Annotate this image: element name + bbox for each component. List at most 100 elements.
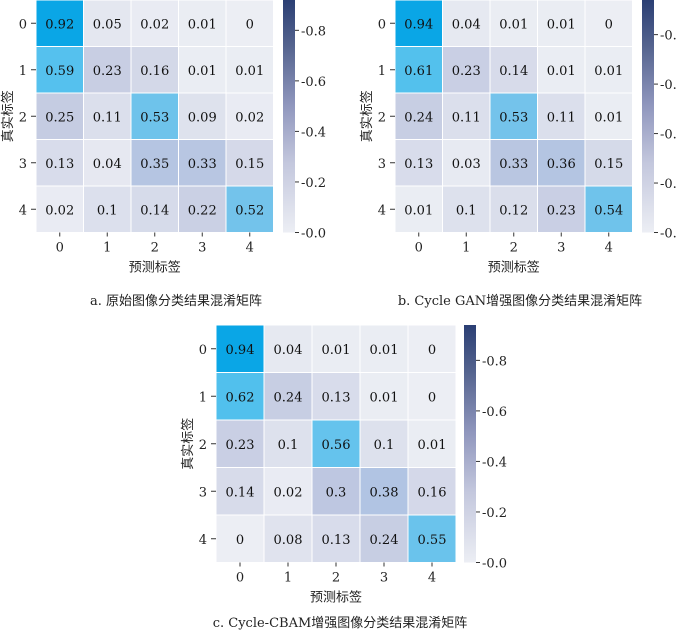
heatmap-a-value-2-3: 0.09 xyxy=(188,110,217,125)
heatmap-a-value-0-3: 0.01 xyxy=(188,17,217,32)
heatmap-c-ytick-label-3: 3 xyxy=(199,485,207,500)
heatmap-a-svg: 0.92 0.05 0.02 0.01 0 0.59 0.23 0.16 0.01 0.01 0.2… xyxy=(0,0,326,276)
heatmap-b-cell-3-1 xyxy=(442,139,491,187)
heatmap-b-cell-4-3 xyxy=(537,185,586,233)
heatmap-b-value-4-2: 0.12 xyxy=(499,203,528,218)
heatmap-a-value-4-0: 0.02 xyxy=(45,203,74,218)
colorbar-b-tick-label-4: -0.8 xyxy=(660,29,677,44)
heatmap-b-ytick-label-0: 0 xyxy=(378,17,386,32)
heatmap-a-xtick-label-0: 0 xyxy=(56,241,64,256)
heatmap-b-value-3-1: 0.03 xyxy=(452,157,481,172)
heatmap-c-xtick-label-0: 0 xyxy=(236,571,244,586)
heatmap-c-cell-2-1 xyxy=(263,419,313,468)
heatmap-a-value-4-1: 0.1 xyxy=(97,203,118,218)
heatmap-b-value-2-1: 0.11 xyxy=(452,110,481,125)
heatmap-b-xtick-label-2: 2 xyxy=(510,241,518,256)
heatmap-a-value-3-2: 0.35 xyxy=(140,157,169,172)
colorbar-c-tick-label-2: -0.4 xyxy=(482,455,507,470)
heatmap-b-cell-3-4 xyxy=(584,139,633,187)
heatmap-b-value-1-3: 0.01 xyxy=(547,64,576,79)
heatmap-c-value-3-4: 0.16 xyxy=(418,485,447,500)
heatmap-a-cell-2-4 xyxy=(225,92,274,140)
heatmap-a-xtick-label-4: 4 xyxy=(246,241,254,256)
heatmap-b-value-1-0: 0.61 xyxy=(404,64,433,79)
heatmap-b-value-4-4: 0.54 xyxy=(594,203,623,218)
colorbar-a-tick-label-0: -0.0 xyxy=(301,227,326,242)
heatmap-c-value-2-4: 0.01 xyxy=(418,438,447,453)
confusion-matrix-panel-c: 0.94 0.04 0.01 0.01 0 0.62 0.24 0.13 0.01 0 0.23 0.… xyxy=(170,318,510,608)
colorbar-c xyxy=(464,325,476,563)
heatmap-b-value-3-4: 0.15 xyxy=(594,157,623,172)
heatmap-c-value-1-2: 0.13 xyxy=(322,390,351,405)
heatmap-a-cell-3-3 xyxy=(178,139,227,187)
heatmap-c-cell-2-3 xyxy=(359,419,409,468)
heatmap-c-cell-4-4 xyxy=(407,514,457,563)
heatmap-b-cell-3-3 xyxy=(537,139,586,187)
heatmap-a-cell-2-2 xyxy=(130,92,179,140)
heatmap-b-xtick-label-4: 4 xyxy=(605,241,613,256)
heatmap-c-xtick-label-2: 2 xyxy=(332,571,340,586)
heatmap-c-value-4-0: 0 xyxy=(236,533,244,548)
heatmap-a-value-1-2: 0.16 xyxy=(140,64,169,79)
heatmap-a-ytick-label-1: 1 xyxy=(19,64,27,79)
heatmap-c-value-1-3: 0.01 xyxy=(370,390,399,405)
heatmap-c-value-4-4: 0.55 xyxy=(418,533,447,548)
heatmap-b-cell-3-2 xyxy=(489,139,538,187)
caption-c: c. Cycle-CBAM增强图像分类结果混淆矩阵 xyxy=(212,616,468,631)
heatmap-a-cell-0-1 xyxy=(83,0,132,47)
heatmap-c-xlabel: 预测标签 xyxy=(310,590,362,606)
heatmap-c-cell-4-3 xyxy=(359,514,409,563)
colorbar-c-tick-label-0: -0.0 xyxy=(482,557,507,572)
confusion-matrix-panel-a: 0.92 0.05 0.02 0.01 0 0.59 0.23 0.16 0.01 0.01 0.2… xyxy=(0,0,340,280)
heatmap-b-value-2-2: 0.53 xyxy=(499,110,528,125)
heatmap-c-value-1-1: 0.24 xyxy=(274,390,303,405)
heatmap-a-value-2-2: 0.53 xyxy=(140,110,169,125)
heatmap-c-ytick-label-1: 1 xyxy=(199,390,207,405)
heatmap-b-xtick-label-1: 1 xyxy=(462,241,470,256)
heatmap-b-cell-0-0 xyxy=(394,0,443,47)
heatmap-a-xlabel: 预测标签 xyxy=(129,260,181,276)
heatmap-c-value-0-4: 0 xyxy=(428,343,436,358)
heatmap-c-cell-0-4 xyxy=(407,324,457,373)
heatmap-b-value-1-2: 0.14 xyxy=(499,64,528,79)
heatmap-b-cell-0-4 xyxy=(584,0,633,47)
heatmap-a-cell-3-2 xyxy=(130,139,179,187)
heatmap-c-cell-3-4 xyxy=(407,467,457,516)
heatmap-c-cell-1-4 xyxy=(407,372,457,421)
heatmap-a-cell-3-4 xyxy=(225,139,274,187)
heatmap-b-xlabel: 预测标签 xyxy=(488,260,540,276)
heatmap-b-value-0-3: 0.01 xyxy=(547,17,576,32)
heatmap-c-value-3-2: 0.3 xyxy=(326,485,347,500)
heatmap-c-cell-4-1 xyxy=(263,514,313,563)
heatmap-b-value-2-4: 0.01 xyxy=(594,110,623,125)
heatmap-b-value-0-2: 0.01 xyxy=(499,17,528,32)
heatmap-c-ylabel: 真实标签 xyxy=(180,418,196,470)
heatmap-c-value-2-0: 0.23 xyxy=(226,438,255,453)
colorbar-a-tick-label-3: -0.6 xyxy=(301,75,326,90)
caption-a: a. 原始图像分类结果混淆矩阵 xyxy=(89,294,262,309)
heatmap-a-cell-4-2 xyxy=(130,185,179,233)
colorbar-a-tick-label-2: -0.4 xyxy=(301,125,326,140)
heatmap-a-cell-3-1 xyxy=(83,139,132,187)
heatmap-b-cell-4-2 xyxy=(489,185,538,233)
heatmap-a-xtick-label-1: 1 xyxy=(103,241,111,256)
heatmap-a-cell-0-3 xyxy=(178,0,227,47)
heatmap-b-value-3-2: 0.33 xyxy=(499,157,528,172)
heatmap-c-value-2-2: 0.56 xyxy=(322,438,351,453)
heatmap-c-value-3-0: 0.14 xyxy=(226,485,255,500)
heatmap-a-value-0-2: 0.02 xyxy=(140,17,169,32)
heatmap-a-xtick-label-2: 2 xyxy=(151,241,159,256)
heatmap-a-value-1-0: 0.59 xyxy=(45,64,74,79)
colorbar-c-tick-label-3: -0.6 xyxy=(482,405,507,420)
colorbar-b-tick-label-3: -0.6 xyxy=(660,78,677,93)
heatmap-a-value-2-4: 0.02 xyxy=(235,110,264,125)
heatmap-c-value-4-2: 0.13 xyxy=(322,533,351,548)
heatmap-c-cell-3-2 xyxy=(311,467,361,516)
heatmap-c-svg: 0.94 0.04 0.01 0.01 00.62 0.24 0.13 0.01 00.23 0.… xyxy=(180,324,507,606)
heatmap-b-value-2-3: 0.11 xyxy=(547,110,576,125)
heatmap-b-value-4-1: 0.1 xyxy=(456,203,477,218)
heatmap-a-value-0-1: 0.05 xyxy=(93,17,122,32)
heatmap-b-value-1-1: 0.23 xyxy=(452,64,481,79)
heatmap-b-cell-4-1 xyxy=(442,185,491,233)
heatmap-a-value-3-0: 0.13 xyxy=(45,157,74,172)
